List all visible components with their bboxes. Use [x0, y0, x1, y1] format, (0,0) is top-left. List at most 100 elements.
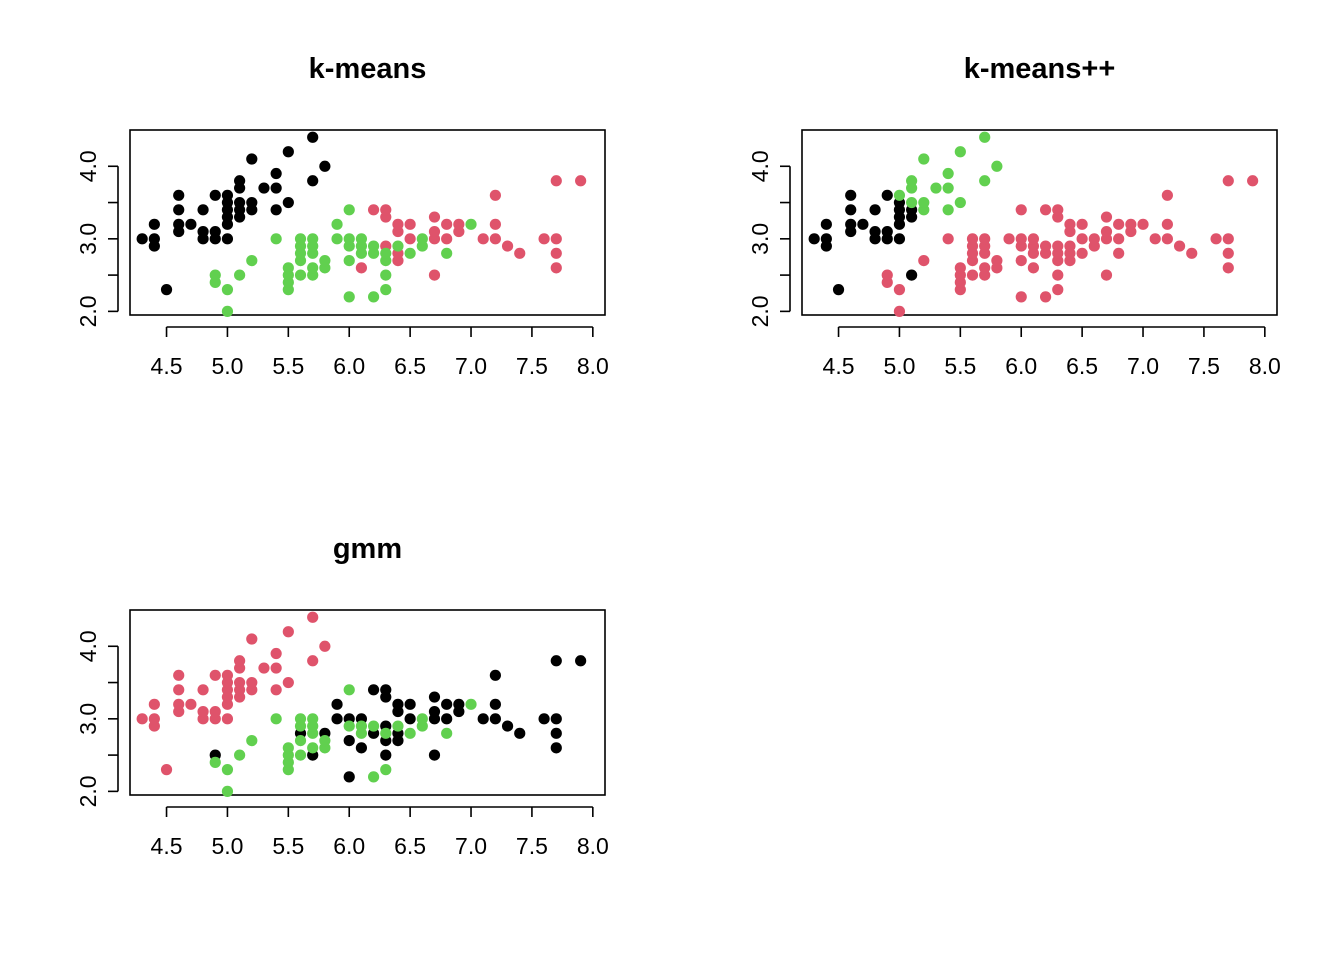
- x-tick-label: 6.5: [394, 353, 426, 379]
- data-point: [428, 269, 441, 281]
- data-point: [1088, 233, 1100, 245]
- data-point: [234, 269, 246, 281]
- data-point: [1003, 233, 1015, 245]
- data-point: [441, 727, 453, 739]
- data-point: [380, 749, 392, 761]
- data-point: [355, 262, 368, 274]
- data-point: [307, 262, 319, 274]
- plot-frame: [129, 609, 606, 796]
- data-point: [173, 218, 185, 230]
- data-point: [991, 254, 1003, 267]
- data-point: [930, 182, 942, 194]
- data-point: [979, 175, 991, 187]
- data-point: [1210, 233, 1222, 245]
- data-point: [979, 131, 991, 143]
- y-tick-label: 4.0: [75, 150, 101, 182]
- data-point: [538, 233, 550, 245]
- data-point: [270, 167, 282, 180]
- data-point: [1161, 233, 1173, 245]
- data-point: [1247, 175, 1259, 187]
- data-point: [148, 218, 160, 230]
- data-point: [380, 247, 392, 259]
- data-point: [173, 684, 185, 696]
- x-tick-label: 5.0: [211, 833, 243, 859]
- data-point: [575, 175, 587, 187]
- data-point: [197, 204, 209, 216]
- data-point: [906, 196, 918, 209]
- data-point: [538, 713, 550, 725]
- data-point: [148, 698, 160, 710]
- data-point: [307, 713, 319, 725]
- data-point: [380, 269, 392, 281]
- data-point: [550, 233, 562, 245]
- data-point: [845, 218, 857, 230]
- panel-title: gmm: [333, 533, 402, 565]
- series-1: [209, 655, 587, 783]
- data-point: [392, 698, 404, 710]
- data-point: [234, 175, 246, 187]
- data-point: [918, 196, 930, 209]
- data-point: [808, 233, 820, 245]
- data-point: [294, 713, 307, 725]
- data-point: [234, 655, 246, 667]
- data-point: [343, 771, 355, 783]
- data-point: [550, 713, 562, 725]
- data-point: [307, 742, 319, 754]
- data-point: [918, 254, 930, 267]
- data-point: [404, 698, 416, 710]
- data-point: [1039, 204, 1052, 216]
- data-point: [550, 262, 562, 274]
- data-point: [355, 233, 368, 245]
- x-tick-label: 5.5: [272, 833, 304, 859]
- x-tick-label: 6.0: [333, 833, 365, 859]
- data-point: [1052, 204, 1064, 216]
- data-point: [343, 254, 355, 267]
- series-1: [808, 189, 918, 296]
- data-point: [209, 756, 221, 768]
- panel-2: k-means++ 4.5 5.0 5.5 6.0 6.5 7.0 7.5 8.0 2.0 3.0 4…: [747, 53, 1281, 379]
- data-point: [1222, 233, 1234, 245]
- data-point: [979, 233, 991, 245]
- data-point: [294, 734, 307, 747]
- x-tick-label: 7.0: [1127, 353, 1159, 379]
- data-point: [893, 284, 906, 296]
- data-point: [1052, 284, 1064, 296]
- data-point: [380, 204, 392, 216]
- data-point: [197, 225, 209, 238]
- data-point: [869, 204, 881, 216]
- data-point: [942, 204, 954, 216]
- x-tick-label: 8.0: [1249, 353, 1281, 379]
- panel-title: k-means: [309, 53, 427, 85]
- data-point: [441, 698, 453, 710]
- x-tick-label: 5.0: [883, 353, 915, 379]
- data-point: [1076, 218, 1088, 230]
- data-point: [489, 669, 501, 681]
- data-point: [942, 182, 954, 194]
- series-1: [136, 131, 331, 296]
- data-point: [246, 196, 258, 209]
- data-point: [1149, 233, 1161, 245]
- x-tick-label: 4.5: [151, 833, 183, 859]
- y-tick-label: 2.0: [747, 295, 773, 327]
- data-point: [820, 218, 832, 230]
- data-point: [136, 233, 148, 245]
- data-point: [355, 720, 368, 732]
- x-tick-label: 7.0: [455, 353, 487, 379]
- data-point: [282, 676, 294, 689]
- data-point: [294, 749, 307, 761]
- plot-frame: [129, 129, 606, 316]
- data-point: [428, 691, 441, 703]
- data-point: [489, 189, 501, 201]
- data-point: [355, 742, 368, 754]
- data-point: [465, 218, 477, 230]
- data-point: [1100, 269, 1113, 281]
- data-point: [209, 189, 221, 201]
- data-point: [221, 713, 234, 725]
- data-point: [367, 720, 380, 732]
- data-point: [501, 720, 514, 732]
- data-point: [173, 204, 185, 216]
- data-point: [209, 225, 221, 238]
- data-point: [367, 771, 380, 783]
- y-tick-label: 2.0: [75, 295, 101, 327]
